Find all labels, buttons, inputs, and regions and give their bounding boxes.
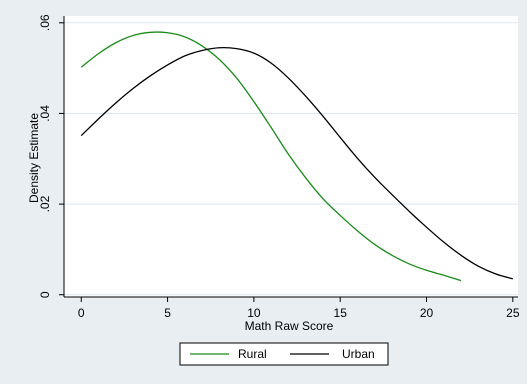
y-tick-label: 0 bbox=[38, 291, 52, 298]
x-tick-label: 15 bbox=[334, 306, 348, 320]
plot-area bbox=[64, 16, 518, 297]
x-tick-label: 10 bbox=[247, 306, 261, 320]
x-tick-label: 20 bbox=[420, 306, 434, 320]
legend: Rural Urban bbox=[180, 343, 388, 365]
legend-label-urban: Urban bbox=[342, 347, 375, 361]
x-axis-label: Math Raw Score bbox=[245, 319, 334, 333]
x-tick-label: 5 bbox=[164, 306, 171, 320]
x-tick-label: 0 bbox=[78, 306, 85, 320]
legend-label-rural: Rural bbox=[238, 347, 267, 361]
x-tick-label: 25 bbox=[506, 306, 520, 320]
y-axis-label: Density Estimate bbox=[27, 113, 41, 203]
y-tick-label: .06 bbox=[38, 14, 52, 31]
